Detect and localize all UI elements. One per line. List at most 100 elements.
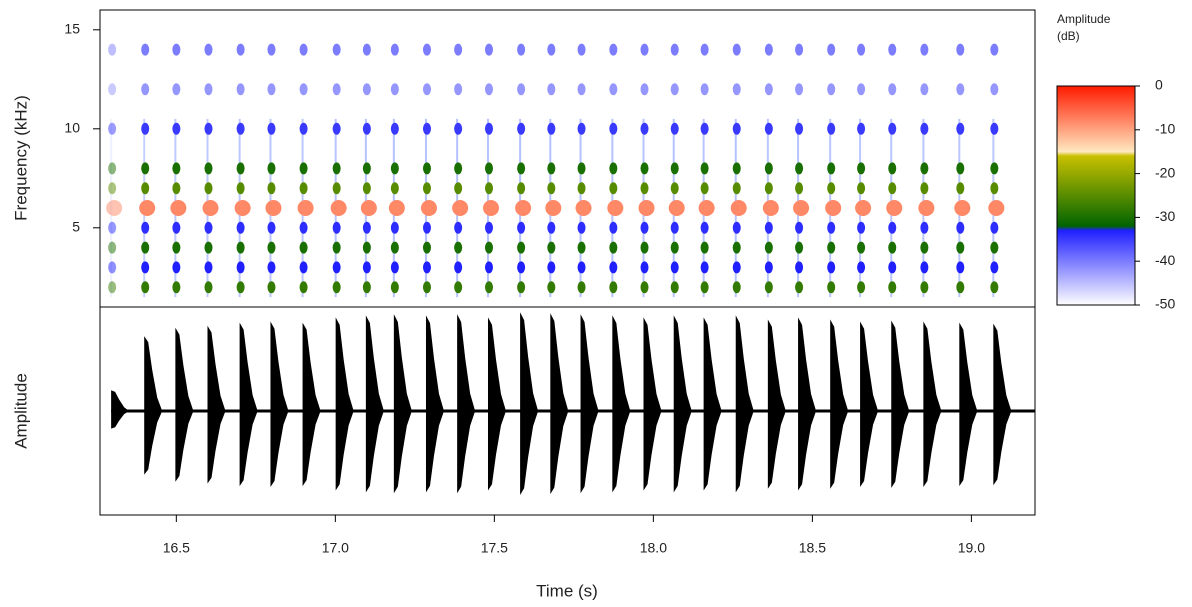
spectral-blob [299,241,308,254]
spectral-blob [454,43,463,56]
pulse-waveform [487,317,506,491]
spectral-blob [732,281,741,294]
spectral-blob [956,261,965,274]
spectral-blob [236,162,245,175]
spectral-blob [454,83,463,96]
pulse-waveform [993,323,1012,486]
spectral-blob [332,162,341,175]
spectral-blob [299,83,308,96]
pulse-waveform [270,321,289,488]
spectral-blob [888,241,897,254]
spectral-blob [990,122,999,135]
spectral-blob [172,182,181,195]
spectral-blob [299,221,308,234]
spectral-blob [888,83,897,96]
spectral-blob [172,241,181,254]
spectral-blob [700,241,709,254]
spectral-blob [362,83,371,96]
spectral-blob [857,162,866,175]
pulse-waveform [580,314,599,494]
spectral-blob [700,221,709,234]
spectral-blob [827,241,836,254]
spectral-blob [422,182,431,195]
colorbar-tick-label: -20 [1155,164,1175,180]
colorbar-title: (dB) [1057,29,1080,43]
spectral-blob [362,281,371,294]
spectral-blob [857,83,866,96]
spectral-blob [670,122,679,135]
spectral-blob [454,261,463,274]
spectral-blob [390,83,399,96]
spectral-blob [204,43,213,56]
spectral-blob [827,281,836,294]
spectral-blob [422,83,431,96]
pulse-waveform [144,336,163,475]
spectral-blob [267,83,276,96]
spectral-blob [577,261,586,274]
spectral-blob [172,281,181,294]
spectral-blob [700,261,709,274]
colorbar-tick-label: -10 [1155,121,1175,137]
pulse-waveform [860,321,879,488]
spectral-blob [640,241,649,254]
spectral-blob [609,83,618,96]
spectral-blob [299,182,308,195]
spectral-blob [640,122,649,135]
spectral-blob [170,200,187,216]
spectral-blob [795,83,804,96]
spectral-blob [577,83,586,96]
spectral-blob [547,43,556,56]
spectral-blob [547,162,556,175]
spectral-blob [204,241,213,254]
spectral-blob [390,261,399,274]
spectral-blob [299,162,308,175]
spectral-blob [204,281,213,294]
spectral-blob [577,241,586,254]
spectral-blob [547,221,556,234]
spectral-blob [575,200,592,216]
pulse-waveform [735,315,754,493]
spectral-blob [422,281,431,294]
spectral-blob [956,182,965,195]
spectral-blob [390,221,399,234]
spectral-blob [547,83,556,96]
x-tick-label: 17.0 [322,540,349,556]
spectral-blob [857,182,866,195]
osc-axis-label: Amplitude [11,373,30,449]
spectral-blob [795,122,804,135]
spectral-blob [390,162,399,175]
spectral-blob [888,162,897,175]
spectral-blob [299,261,308,274]
spectral-blob [172,162,181,175]
spectral-blob [545,200,562,216]
spectral-blob [517,281,526,294]
spectral-blob [454,221,463,234]
spectral-blob [141,162,150,175]
spectral-blob [108,241,117,254]
spectral-blob [640,162,649,175]
spectral-blob [106,200,123,216]
spectral-blob [827,83,836,96]
spectral-blob [204,162,213,175]
spectral-blob [670,182,679,195]
spectral-blob [236,221,245,234]
spectral-blob [795,241,804,254]
spectral-blob [108,221,117,234]
spectral-blob [484,162,493,175]
x-tick-label: 19.0 [958,540,985,556]
spectral-blob [517,83,526,96]
x-axis-label: Time (s) [536,581,598,600]
spectral-blob [267,241,276,254]
spectral-blob [700,162,709,175]
pulse-waveform [550,313,569,495]
spectral-blob [484,182,493,195]
colorbar-tick-label: -50 [1155,296,1175,312]
pulse-waveform [891,320,910,488]
y-tick-label: 15 [64,21,80,37]
spectral-blob [204,261,213,274]
y-axis-label: Frequency (kHz) [11,95,30,221]
spectral-blob [607,200,624,216]
spectral-blob [732,83,741,96]
spectral-blob [267,122,276,135]
spectral-blob [422,221,431,234]
